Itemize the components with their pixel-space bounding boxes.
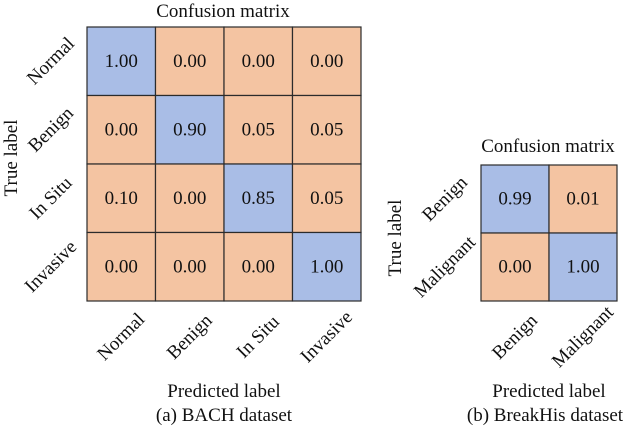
cell-value-label: 1.00 [566,257,599,278]
breakhis-confusion-matrix-panel: Confusion matrix 0.99 0.01 0.00 1.00 Benign… [385,136,624,426]
matrix-cell [154,231,225,302]
bach-y-axis-label: True label [1,120,22,197]
matrix-cell [291,94,362,165]
x-tick-label: Malignant [548,301,619,372]
matrix-cell [154,26,225,97]
cell-value-label: 0.99 [498,189,531,210]
cell-value-label: 0.00 [173,188,206,209]
cell-value-label: 0.10 [105,188,138,209]
y-tick-label: In Situ [25,172,76,223]
x-tick-label: In Situ [233,311,284,362]
y-tick-label: Malignant [410,231,481,302]
matrix-cell [291,231,362,302]
bach-caption: (a) BACH dataset [156,405,293,426]
cell-value-label: 0.05 [310,188,343,209]
y-tick-label: Benign [418,172,472,226]
cell-value-label: 0.01 [566,189,599,210]
cell-value-label: 0.00 [173,256,206,277]
breakhis-y-axis-label: True label [385,200,406,277]
bach-matrix-grid: 1.00 0.00 0.00 0.00 0.00 0.90 0.05 0.05 0.10 0.00… [86,26,362,302]
matrix-cell [480,164,550,234]
bach-x-axis-label: Predicted label [167,381,280,402]
cell-value-label: 1.00 [105,51,138,72]
x-tick-label: Benign [488,310,542,364]
matrix-cell [291,163,362,234]
x-tick-label: Invasive [297,307,357,367]
cell-value-label: 0.00 [310,51,343,72]
breakhis-chart-title: Confusion matrix [481,136,615,157]
cell-value-label: 1.00 [310,256,343,277]
bach-y-tick-labels: Normal Benign In Situ Invasive [21,33,81,297]
cell-value-label: 0.00 [242,256,275,277]
matrix-cell [86,231,157,302]
cell-value-label: 0.00 [173,51,206,72]
cell-value-label: 0.90 [173,119,206,140]
matrix-cell [548,232,618,302]
breakhis-matrix-grid: 0.99 0.01 0.00 1.00 [480,164,618,302]
matrix-cell [480,232,550,302]
breakhis-x-axis-label: Predicted label [492,381,605,402]
cell-value-label: 0.00 [105,119,138,140]
matrix-cell [291,26,362,97]
cell-value-label: 0.85 [242,188,275,209]
cell-value-label: 0.00 [242,51,275,72]
matrix-cell [223,26,294,97]
bach-x-tick-labels: Normal Benign In Situ Invasive [93,307,357,367]
breakhis-caption: (b) BreakHis dataset [467,405,624,426]
matrix-cell [154,94,225,165]
y-tick-label: Normal [23,33,79,89]
cell-value-label: 0.05 [242,119,275,140]
y-tick-label: Benign [24,103,78,157]
matrix-cell [548,164,618,234]
x-tick-label: Normal [93,309,149,365]
breakhis-x-tick-labels: Benign Malignant [488,301,618,372]
cell-value-label: 0.00 [498,257,531,278]
x-tick-label: Benign [163,310,217,364]
matrix-cell [154,163,225,234]
y-tick-label: Invasive [21,237,81,297]
cell-value-label: 0.05 [310,119,343,140]
bach-chart-title: Confusion matrix [156,1,290,22]
matrix-cell [86,26,157,97]
bach-confusion-matrix-panel: Confusion matrix 1.00 0.00 0.00 0.00 0.00 0.9… [1,1,362,426]
cell-value-label: 0.00 [105,256,138,277]
